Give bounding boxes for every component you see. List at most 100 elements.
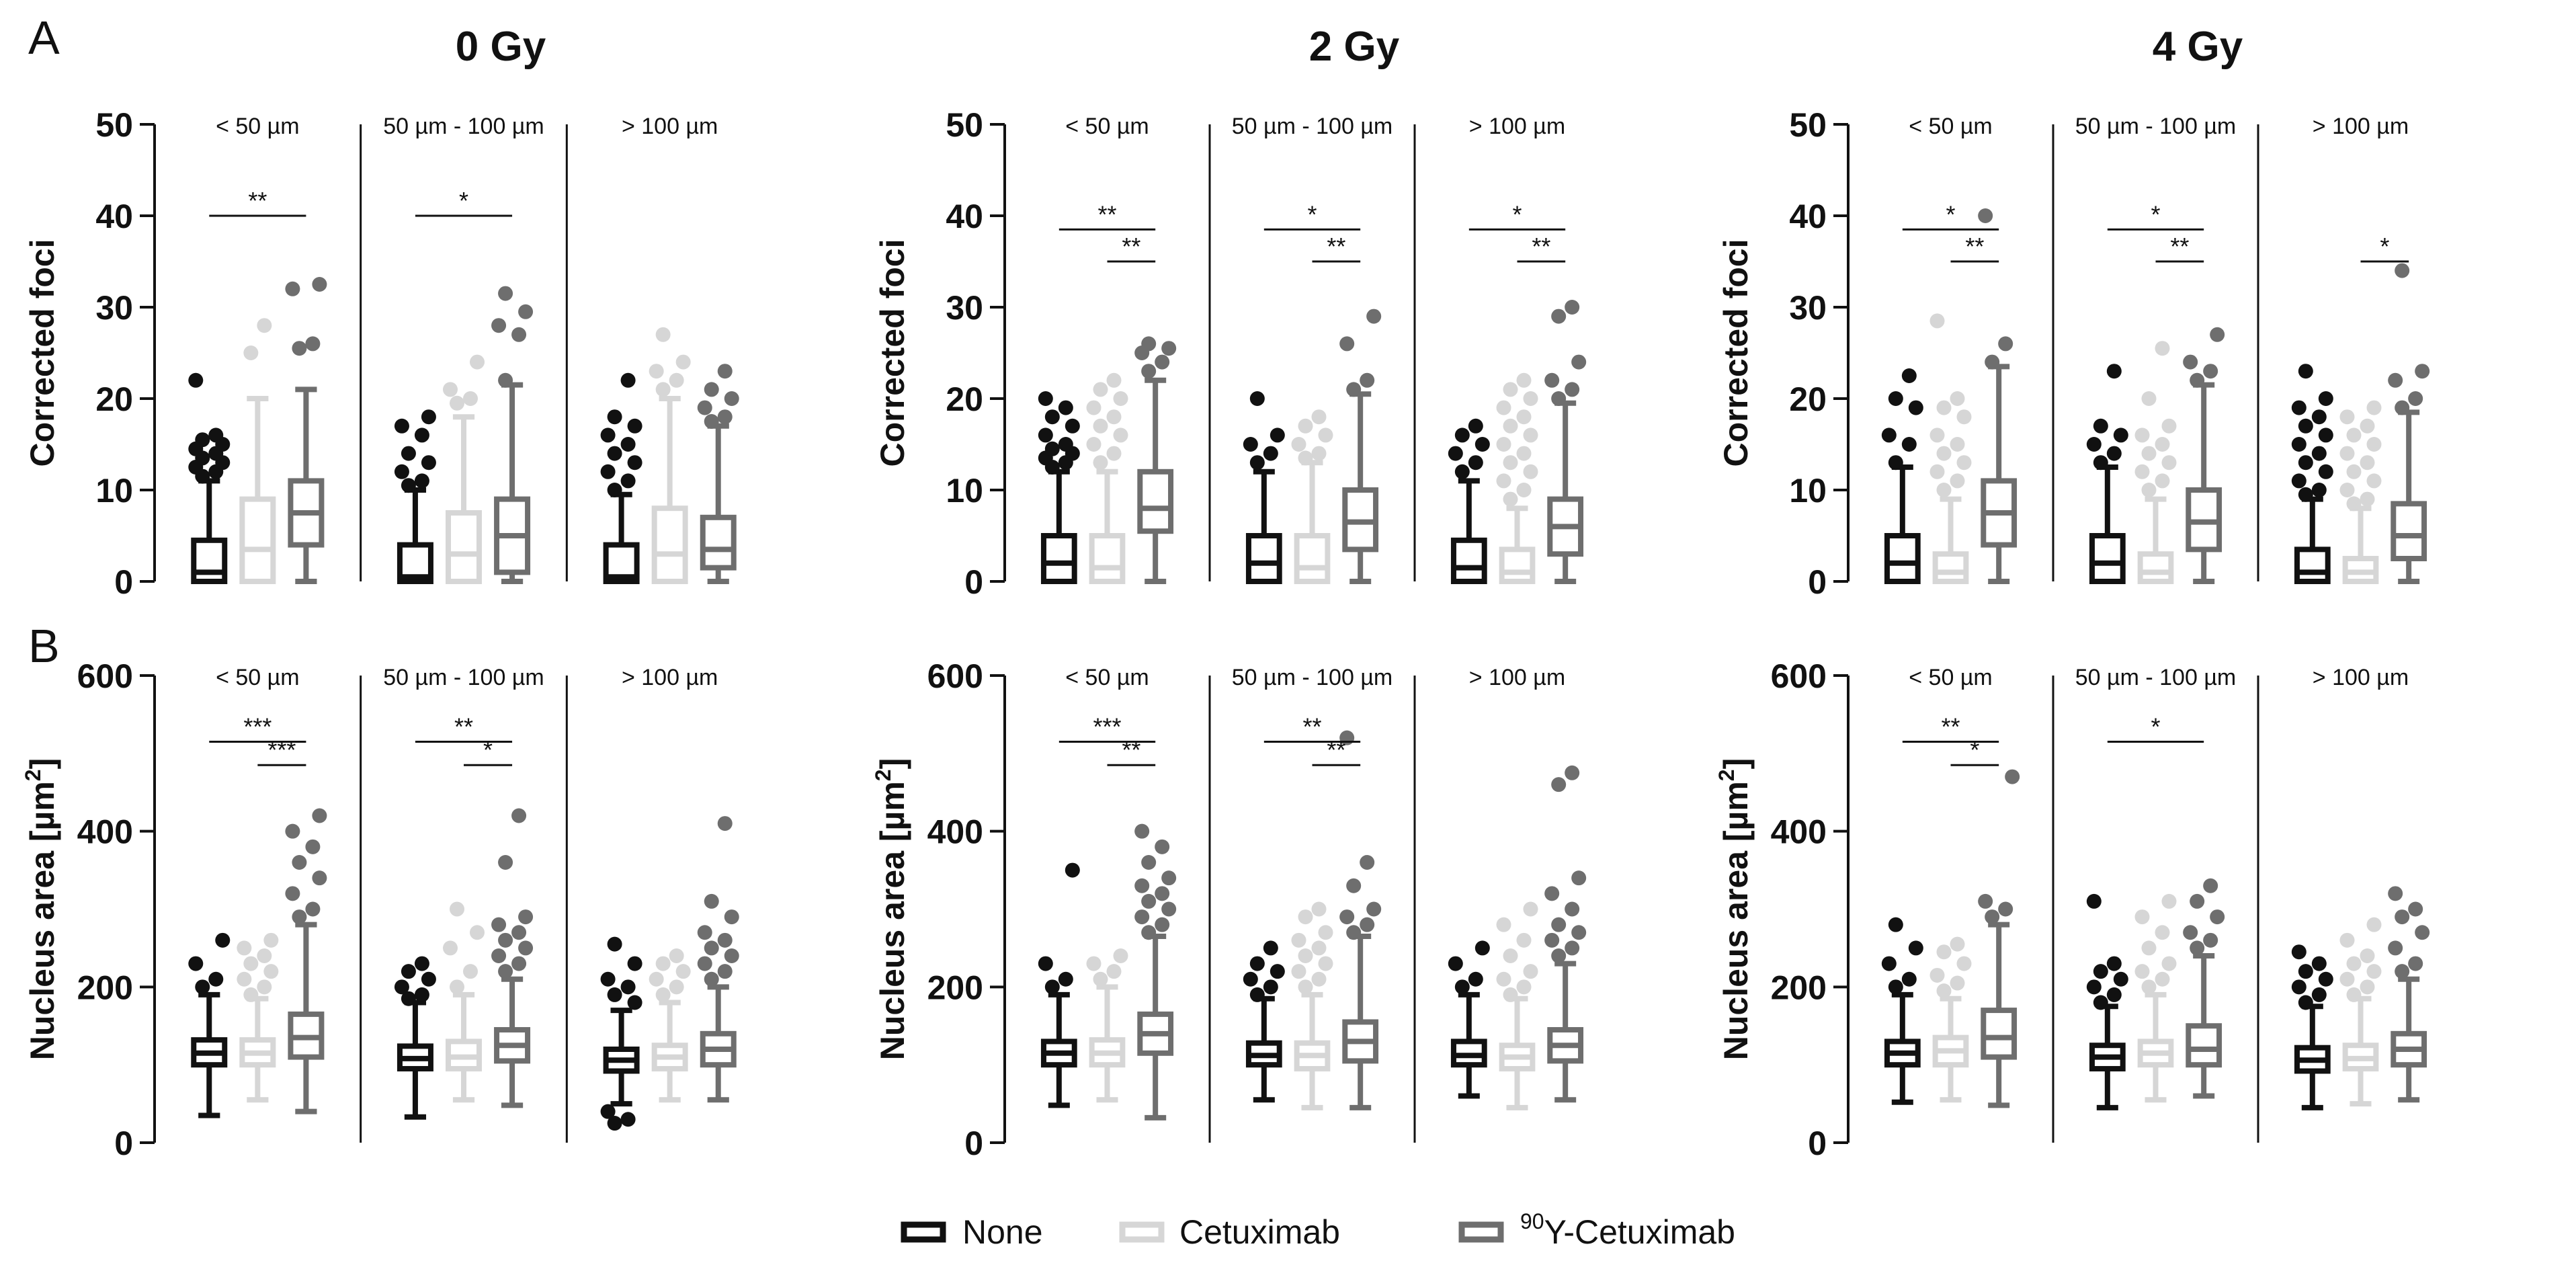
outlier-point (627, 455, 642, 471)
y-tick-label: 10 (95, 472, 133, 510)
outlier-point (655, 327, 671, 342)
outlier-point (1468, 418, 1483, 434)
region-label: < 50 µm (1065, 114, 1149, 139)
legend-swatch-90y-cetuximab (1458, 1221, 1504, 1243)
outlier-point (1516, 483, 1532, 497)
outlier-point (237, 940, 252, 956)
outlier-point (498, 372, 513, 388)
y-tick-label: 400 (927, 813, 983, 851)
panel-letter-a: A (28, 11, 60, 64)
box (1499, 546, 1536, 585)
outlier-point (1243, 437, 1258, 452)
outlier-point (2161, 418, 2177, 434)
outlier-point (1298, 948, 1313, 963)
outlier-point (401, 991, 416, 1006)
outlier-point (2360, 491, 2375, 507)
outlier-point (724, 948, 739, 963)
outlier-point (1141, 364, 1157, 379)
outlier-point (2161, 455, 2177, 471)
outlier-point (697, 925, 712, 940)
outlier-point (717, 964, 733, 979)
outlier-point (2415, 925, 2430, 940)
outlier-point (414, 987, 429, 1002)
outlier-point (2203, 932, 2218, 948)
outlier-point (1936, 446, 1952, 461)
outlier-point (655, 987, 671, 1002)
outlier-point (257, 318, 272, 333)
outlier-point (1155, 917, 1170, 932)
outlier-point (1503, 948, 1518, 963)
region-label: < 50 µm (216, 114, 299, 139)
outlier-point (2311, 987, 2327, 1002)
outlier-point (1503, 418, 1518, 434)
outlier-point (697, 400, 712, 415)
outlier-point (188, 372, 204, 388)
region-label: < 50 µm (1909, 665, 1992, 690)
outlier-point (511, 808, 527, 823)
outlier-point (1366, 309, 1382, 324)
y-tick-label: 50 (1789, 106, 1827, 144)
outlier-point (2134, 464, 2150, 479)
outlier-point (1141, 855, 1157, 870)
outlier-point (1249, 987, 1265, 1002)
outlier-point (1523, 964, 1538, 979)
outlier-point (285, 886, 300, 901)
outlier-point (491, 917, 507, 932)
outlier-point (1503, 455, 1518, 471)
outlier-point (1311, 940, 1327, 956)
outlier-point (1523, 391, 1538, 406)
box (1040, 533, 1077, 584)
outlier-point (1956, 956, 1972, 971)
outlier-point (2291, 979, 2307, 995)
outlier-point (1318, 427, 1333, 443)
y-axis-label-close: ] (874, 758, 911, 770)
significance-label: ** (1941, 712, 1960, 740)
region-label: > 100 µm (2313, 665, 2409, 690)
outlier-point (1093, 418, 1108, 434)
outlier-point (1978, 893, 1993, 909)
outlier-point (2106, 446, 2122, 461)
chart-b-4gy: 0 200 400 600 Nucleus area [µm2] < 50 µm 50 µm… (1714, 657, 2430, 1162)
significance-label: * (483, 736, 493, 764)
box (2186, 1023, 2222, 1068)
outlier-point (1161, 341, 1177, 356)
outlier-point (1551, 777, 1567, 792)
outlier-point (1936, 944, 1952, 960)
outlier-point (421, 409, 436, 425)
outlier-point (2346, 496, 2362, 512)
outlier-point (511, 327, 527, 342)
outlier-point (2203, 364, 2218, 379)
y-tick-label: 40 (1789, 198, 1827, 235)
outlier-point (2311, 483, 2327, 497)
outlier-point (1929, 967, 1945, 983)
outlier-point (1551, 309, 1567, 324)
outlier-point (414, 473, 429, 489)
outlier-point (450, 979, 464, 995)
outlier-point (1038, 956, 1053, 971)
y-tick-label: 0 (114, 1125, 133, 1162)
outlier-point (263, 964, 279, 979)
outlier-point (1243, 971, 1258, 987)
outlier-point (669, 948, 684, 963)
outlier-point (2298, 995, 2313, 1010)
outlier-point (1298, 909, 1313, 925)
outlier-point (1249, 391, 1265, 406)
outlier-point (450, 395, 464, 411)
outlier-point (292, 909, 307, 925)
outlier-point (1318, 956, 1333, 971)
outlier-point (717, 364, 733, 379)
outlier-point (1474, 940, 1490, 956)
outlier-point (1298, 979, 1313, 995)
outlier-point (2161, 956, 2177, 971)
outlier-point (2086, 979, 2102, 995)
outlier-point (2311, 446, 2327, 461)
outlier-point (1093, 382, 1108, 397)
outlier-point (2190, 893, 2205, 909)
outlier-point (2134, 909, 2150, 925)
outlier-point (1881, 956, 1897, 971)
outlier-point (2203, 878, 2218, 893)
outlier-point (1496, 473, 1511, 489)
outlier-point (655, 956, 671, 971)
outlier-point (600, 427, 616, 443)
outlier-point (312, 870, 327, 886)
